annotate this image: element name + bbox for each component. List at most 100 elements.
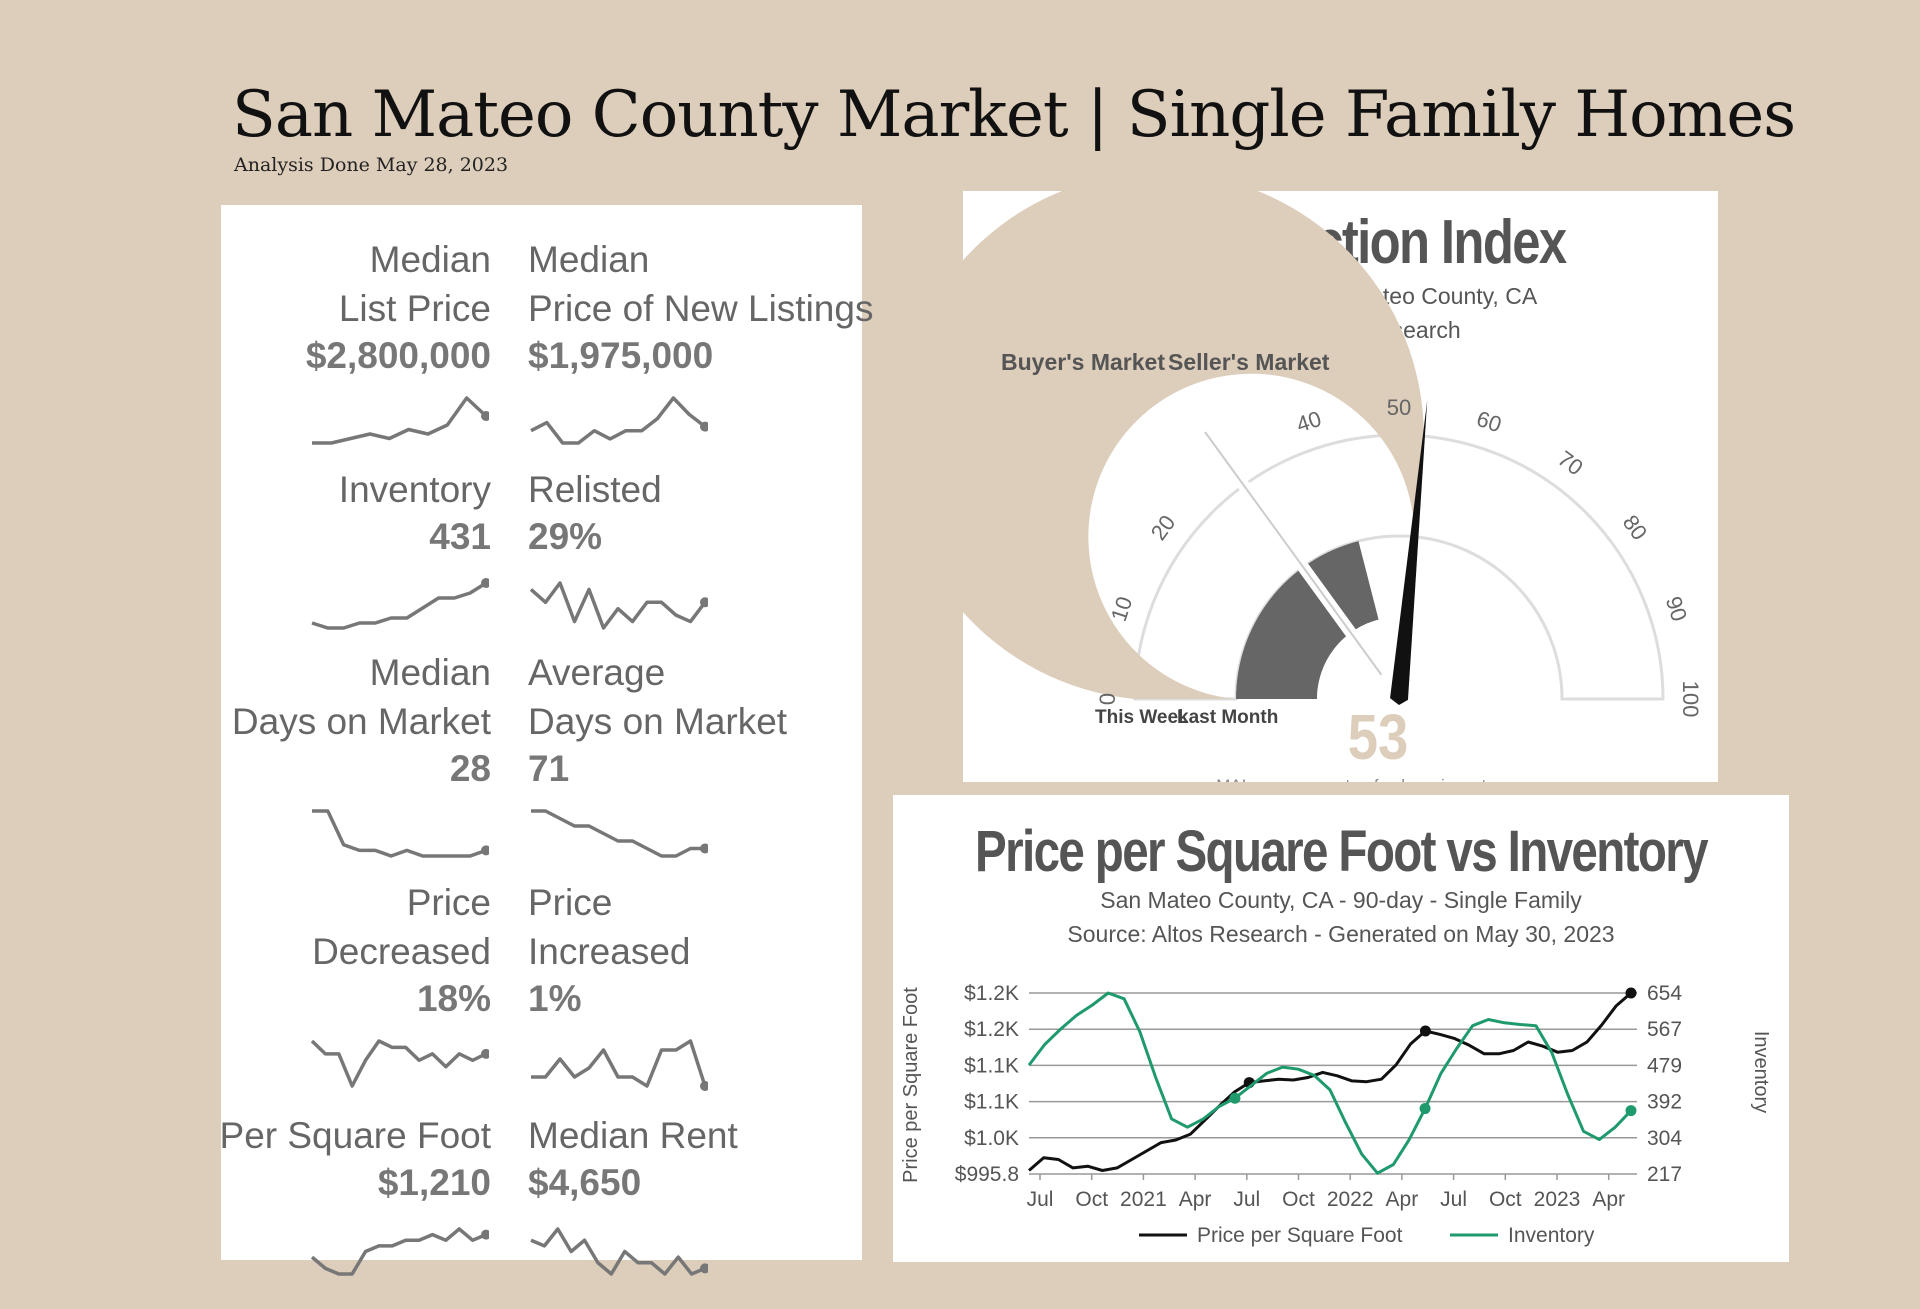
metric-8: Per Square Foot $1,210: [220, 1111, 491, 1206]
y-tick-right: 217: [1647, 1163, 1682, 1186]
market-action-index-panel: Market Action Index May 26, 2023 - San M…: [963, 191, 1718, 782]
metric-label: Price: [528, 882, 613, 923]
metric-label: Median: [369, 652, 491, 693]
ppsf-line-chart: $1.2K 654 $1.2K 567 $1.1K 479 $1.1K 392 $1.0K 304…: [900, 982, 1772, 1247]
y-tick-right: 479: [1647, 1054, 1682, 1077]
page-title: San Mateo County Market | Single Family …: [232, 78, 1796, 152]
sparkline-path: [311, 581, 487, 630]
x-tick-label: 2021: [1120, 1188, 1167, 1211]
y-tick-right: 304: [1647, 1127, 1682, 1150]
sparkline-path: [310, 1227, 487, 1276]
sparkline-path: [312, 396, 488, 445]
x-tick-label: Oct: [1075, 1188, 1108, 1211]
gauge-tick-label: 50: [1387, 395, 1411, 420]
sparkline-end-marker: [700, 1081, 708, 1091]
metric-sparkline: [529, 581, 708, 630]
x-tick-label: Apr: [1179, 1188, 1212, 1211]
stats-panel: Median List Price $2,800,000 Median Price of…: [220, 205, 873, 1276]
buyers-market-label: Buyer's Market: [1001, 349, 1165, 375]
y-tick-left: $1.1K: [964, 1091, 1019, 1114]
metric-sparkline: [311, 578, 489, 630]
metric-label: Relisted: [528, 469, 662, 510]
x-tick-label: Apr: [1592, 1188, 1625, 1211]
sparkline-end-marker: [700, 597, 708, 608]
x-tick-label: Jul: [1233, 1188, 1260, 1211]
metric-value: 28: [449, 748, 491, 789]
x-tick-label: Apr: [1386, 1188, 1419, 1211]
y-tick-left: $1.1K: [964, 1054, 1019, 1077]
metric-label: Price: [406, 882, 491, 923]
sparkline-path: [310, 1039, 487, 1088]
series-marker: [1625, 1105, 1637, 1117]
metric-3: Relisted 29%: [528, 465, 662, 560]
gauge-tick-label: 60: [1474, 406, 1505, 437]
analysis-date: Analysis Done May 28, 2023: [234, 154, 509, 176]
metric-value: 71: [528, 748, 570, 789]
y-tick-left: $1.2K: [964, 1018, 1019, 1041]
metric-sparkline: [530, 1227, 708, 1276]
metric-label: Average: [528, 652, 666, 693]
x-tick-label: Oct: [1489, 1188, 1522, 1211]
metric-5: Average Days on Market 71: [528, 648, 787, 792]
ppsf-chart-subtitle: San Mateo County, CA - 90-day - Single F…: [1100, 887, 1582, 913]
series-marker: [1229, 1092, 1241, 1104]
metric-sparkline: [310, 1039, 489, 1088]
metric-label-line2: Days on Market: [231, 701, 491, 742]
ppsf-chart-title: Price per Square Foot vs Inventory: [975, 819, 1709, 884]
series-line-0: [1028, 991, 1632, 1172]
metric-sparkline: [530, 396, 708, 445]
metric-value: 29%: [528, 516, 603, 557]
metric-label-line2: Increased: [528, 931, 691, 972]
metric-sparkline: [531, 809, 708, 858]
metric-label: Inventory: [338, 469, 491, 510]
legend-this-week: This Week: [1095, 707, 1189, 728]
y-tick-right: 654: [1647, 982, 1682, 1005]
gauge-this-week-band: [963, 191, 1424, 699]
legend-label: Inventory: [1508, 1224, 1595, 1247]
metric-1: Median Price of New Listings $1,975,000: [528, 235, 873, 379]
sparkline-end-marker: [481, 578, 489, 588]
metric-value: 18%: [416, 978, 491, 1019]
y-tick-right: 567: [1647, 1018, 1682, 1041]
sparkline-end-marker: [481, 1229, 489, 1240]
legend-label: Price per Square Foot: [1197, 1224, 1403, 1247]
x-tick-label: 2023: [1534, 1188, 1581, 1211]
metric-value: 431: [429, 516, 491, 557]
metric-label-line2: List Price: [338, 288, 491, 329]
metric-label: Median: [528, 239, 650, 280]
ppsf-chart-source: Source: Altos Research - Generated on Ma…: [1067, 921, 1615, 947]
sellers-market-label: Seller's Market: [1168, 349, 1330, 375]
sparkline-end-marker: [481, 411, 489, 421]
x-tick-label: 2022: [1327, 1188, 1374, 1211]
metric-sparkline: [312, 809, 489, 858]
metric-value: $1,975,000: [528, 335, 714, 376]
series-marker: [1625, 987, 1637, 999]
series-marker: [1419, 1025, 1431, 1037]
gauge-tick-label: 100: [1678, 681, 1703, 718]
sparkline-end-marker: [700, 421, 708, 432]
sparkline-path: [530, 1227, 706, 1276]
gauge-tick-label: 90: [1661, 593, 1692, 624]
y-tick-right: 392: [1647, 1091, 1682, 1114]
y-tick-left: $1.0K: [964, 1127, 1019, 1150]
sparkline-path: [529, 581, 707, 630]
mai-value: 53: [1348, 701, 1408, 773]
gauge-tick-label: 40: [1293, 406, 1324, 437]
y2-axis-label: Inventory: [1750, 1031, 1772, 1113]
metric-label: Median Rent: [528, 1115, 738, 1156]
y-axis-label: Price per Square Foot: [900, 987, 922, 1183]
metric-label-line2: Days on Market: [528, 701, 788, 742]
metric-label-line2: Decreased: [312, 931, 491, 972]
sparkline-end-marker: [481, 845, 489, 856]
sparkline-path: [531, 809, 705, 858]
gauge-tick-label: 70: [1553, 446, 1588, 481]
x-tick-label: Jul: [1440, 1188, 1467, 1211]
gauge-tick-label: 20: [1146, 510, 1181, 545]
metric-label-line2: Price of New Listings: [528, 288, 874, 329]
metric-value: 1%: [528, 978, 582, 1019]
series-marker: [1419, 1103, 1431, 1115]
metric-value: $2,800,000: [305, 335, 491, 376]
threshold-line: [1204, 431, 1383, 676]
sparkline-path: [531, 1039, 707, 1088]
